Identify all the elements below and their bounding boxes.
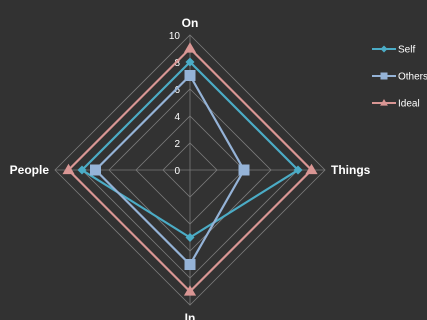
tick-label: 4 [174, 112, 180, 123]
data-point-ideal [183, 42, 197, 53]
axis-label-in: In [185, 311, 196, 320]
data-point-self [77, 165, 87, 175]
data-point-ideal [305, 163, 318, 175]
radar-series [62, 42, 318, 296]
tick-label: 8 [174, 58, 180, 69]
axis-label-on: On [182, 16, 199, 30]
series-self [77, 57, 303, 242]
series-ideal [62, 42, 318, 296]
tick-label: 6 [174, 85, 180, 96]
legend-marker-ideal [380, 99, 388, 106]
legend: Self Others Ideal [372, 45, 427, 110]
legend-marker-others [380, 72, 388, 80]
data-point-others [238, 164, 250, 176]
data-point-ideal [62, 163, 75, 175]
legend-item-others: Others [372, 72, 427, 83]
tick-label: 0 [174, 166, 180, 177]
series-others [90, 70, 250, 270]
data-point-self [185, 233, 195, 242]
data-point-others [184, 70, 196, 81]
legend-item-self: Self [372, 45, 415, 56]
axis-label-things: Things [331, 163, 371, 177]
legend-label-others: Others [398, 72, 427, 83]
tick-label: 10 [169, 31, 181, 42]
data-point-self [293, 165, 303, 175]
legend-marker-self [380, 45, 388, 53]
legend-item-ideal: Ideal [372, 99, 420, 110]
data-point-others [184, 259, 196, 270]
data-point-self [185, 57, 195, 67]
data-point-others [90, 164, 101, 176]
tick-label: 2 [174, 139, 180, 150]
legend-label-ideal: Ideal [398, 99, 420, 110]
legend-label-self: Self [398, 45, 415, 56]
radial-tick-labels: 0 2 4 6 8 10 [169, 31, 181, 177]
data-point-ideal [183, 285, 197, 296]
axis-labels: On Things In People [10, 16, 371, 320]
axis-label-people: People [10, 163, 50, 177]
